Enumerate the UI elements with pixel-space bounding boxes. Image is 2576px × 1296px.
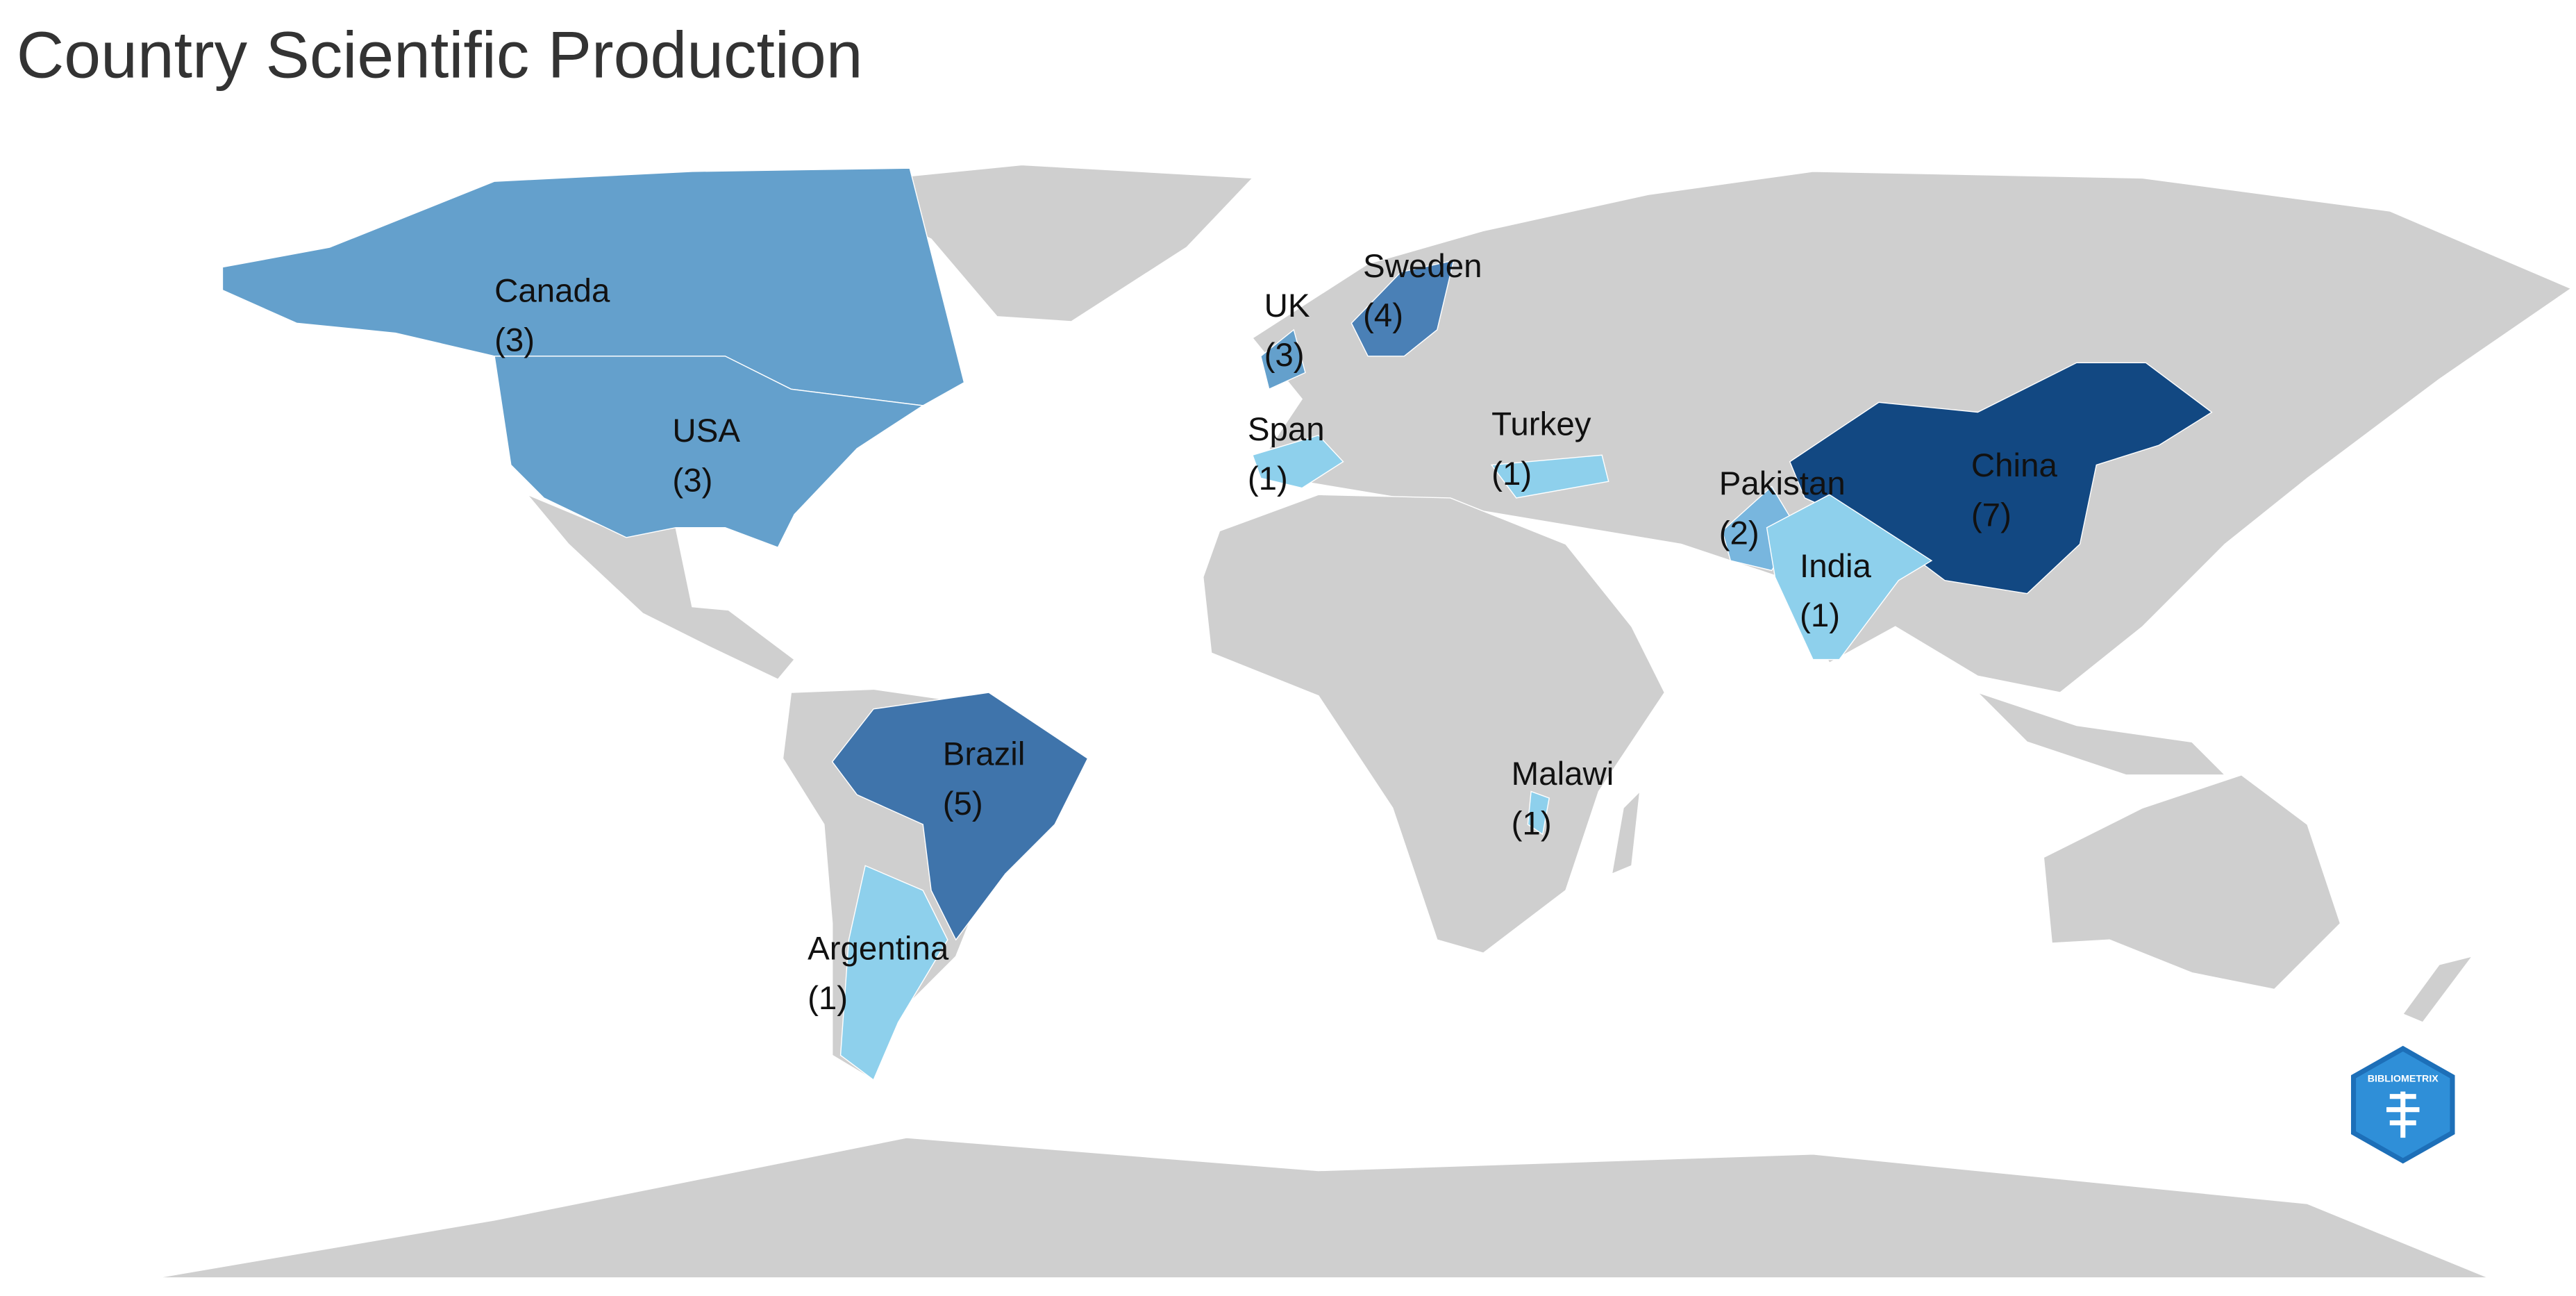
labels: Canada (3) USA (3) UK (3) Sweden (4) Span (1) Turk… (494, 248, 2057, 1017)
country-shape (1490, 454, 1609, 499)
country-name: Malawi (1512, 756, 1614, 792)
country-name: Turkey (1491, 406, 1591, 443)
country-count: (1) (1800, 597, 1840, 634)
country-count: (3) (672, 462, 712, 499)
country-name: Pakistan (1719, 465, 1846, 502)
antarctica (156, 1137, 2489, 1279)
madagascar (1611, 790, 1641, 875)
country-shape (839, 865, 948, 1081)
country-name: USA (672, 413, 740, 449)
country-shape (1350, 260, 1455, 357)
country-name: Brazil (943, 736, 1026, 773)
country-shape (1766, 494, 1933, 661)
country-name: Sweden (1363, 248, 1482, 285)
country-count: (7) (1971, 497, 2012, 533)
country-name: India (1800, 548, 1872, 585)
country-name: Span (1248, 411, 1325, 448)
australia (2043, 774, 2341, 990)
country-count: (4) (1363, 297, 1403, 334)
countries (221, 167, 2213, 1081)
country-count: (3) (494, 322, 535, 359)
logo-icon (2386, 1091, 2420, 1138)
country-count: (1) (1491, 456, 1532, 492)
country-count: (3) (1264, 337, 1305, 374)
africa (1203, 494, 1666, 954)
country-shape (1252, 434, 1344, 489)
southeast-asia (1977, 692, 2227, 776)
country-count: (2) (1719, 515, 1759, 551)
country-name: Canada (494, 272, 610, 309)
country-shape (1527, 790, 1550, 836)
country-count: (1) (808, 980, 848, 1017)
country-name: China (1971, 447, 2058, 484)
new-zealand (2402, 955, 2474, 1023)
country-count: (1) (1248, 460, 1288, 497)
greenland (822, 164, 1254, 322)
country-shape (831, 692, 1089, 941)
logo: BIBLIOMETRIX (2350, 1045, 2455, 1164)
country-count: (1) (1512, 805, 1552, 842)
country-shape (494, 356, 925, 549)
country-count: (5) (943, 786, 983, 822)
logo-text: BIBLIOMETRIX (2368, 1073, 2439, 1084)
country-shape (1260, 329, 1306, 390)
country-name: UK (1264, 288, 1310, 324)
country-name: Argentina (808, 931, 949, 967)
page-title: Country Scientific Production (17, 19, 863, 92)
